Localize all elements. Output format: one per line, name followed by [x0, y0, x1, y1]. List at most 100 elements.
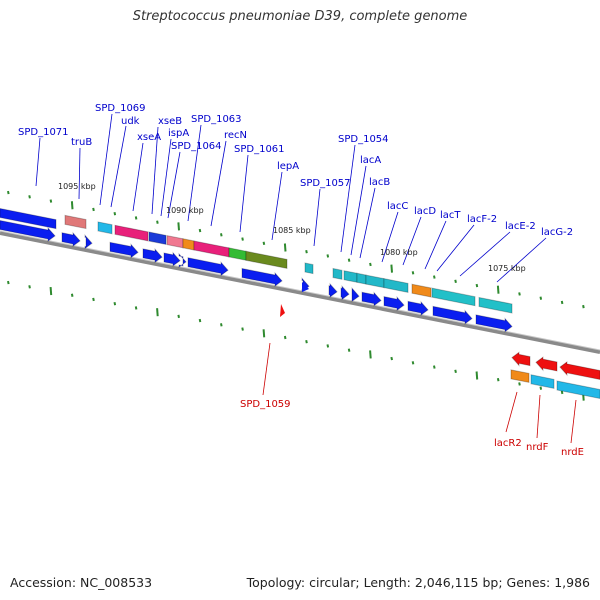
cds-forward-arrow[interactable] [109, 241, 139, 259]
cds-forward-arrow[interactable] [142, 247, 163, 264]
gene-forward-bar[interactable] [182, 238, 195, 251]
tick-mark [241, 327, 244, 331]
gene-label-spd-1059[interactable]: SPD_1059 [240, 399, 291, 410]
gene-forward-bar[interactable] [332, 267, 343, 280]
leader-line [210, 140, 227, 227]
cds-forward-arrow[interactable] [432, 305, 473, 325]
gene-forward-bar[interactable] [64, 214, 87, 230]
scale-label-1095: 1095 kbp [58, 182, 96, 191]
gene-label-lace-2[interactable]: lacE-2 [505, 221, 536, 232]
leader-line [359, 187, 376, 259]
leader-line [262, 342, 271, 396]
cds-forward-arrow[interactable] [383, 295, 405, 312]
gene-reverse-bar[interactable] [556, 380, 600, 399]
gene-label-lact[interactable]: lacT [440, 210, 461, 221]
spd-1059-marker[interactable] [280, 304, 285, 317]
gene-forward-bar[interactable] [411, 283, 432, 298]
tick-mark [454, 369, 457, 373]
cds-forward-arrow[interactable] [407, 300, 429, 316]
gene-label-nrde[interactable]: nrdE [561, 447, 584, 458]
tick-mark [347, 348, 351, 352]
gene-label-lacf-2[interactable]: lacF-2 [467, 214, 497, 225]
cds-forward-arrow[interactable] [178, 252, 187, 268]
cds-reverse-arrow[interactable] [511, 351, 531, 367]
tick-mark [156, 308, 159, 317]
cds-reverse-arrow[interactable] [535, 356, 558, 372]
gene-forward-bar[interactable] [166, 235, 184, 249]
gene-reverse-bar[interactable] [510, 369, 530, 384]
gene-label-lacb[interactable]: lacB [369, 177, 390, 188]
gene-forward-bar[interactable] [114, 224, 149, 242]
cds-forward-arrow[interactable] [61, 231, 81, 247]
gene-forward-bar[interactable] [343, 270, 358, 283]
gene-forward-bar[interactable] [365, 274, 385, 289]
gene-forward-bar[interactable] [245, 250, 288, 270]
tick-mark [411, 361, 415, 365]
gene-label-lepa[interactable]: lepA [277, 161, 299, 172]
leader-line [505, 391, 518, 433]
cds-forward-arrow[interactable] [84, 234, 93, 250]
gene-label-lacr2[interactable]: lacR2 [494, 438, 522, 449]
gene-label-recn[interactable]: recN [224, 130, 247, 141]
tick-mark [113, 302, 117, 306]
gene-label-spd-1071[interactable]: SPD_1071 [18, 127, 69, 138]
gene-label-spd-1064[interactable]: SPD_1064 [171, 141, 222, 152]
cds-forward-arrow[interactable] [241, 267, 283, 288]
gene-forward-bar[interactable] [193, 240, 230, 258]
gene-label-spd-1061[interactable]: SPD_1061 [234, 144, 285, 155]
tick-mark [134, 216, 138, 220]
gene-forward-bar[interactable] [148, 231, 167, 246]
gene-label-spd-1069[interactable]: SPD_1069 [95, 103, 146, 114]
gene-label-xsea[interactable]: xseA [137, 132, 161, 143]
gene-label-udk[interactable]: udk [121, 116, 140, 127]
leader-line [187, 124, 202, 222]
gene-forward-bar[interactable] [478, 296, 513, 314]
tick-mark [177, 222, 180, 231]
cds-forward-arrow[interactable] [0, 219, 56, 243]
tick-mark [177, 314, 180, 319]
gene-label-lacd[interactable]: lacD [414, 206, 436, 217]
tick-mark [283, 335, 287, 340]
cds-forward-arrow[interactable] [0, 207, 57, 230]
gene-label-nrdf[interactable]: nrdF [526, 442, 549, 453]
gene-label-spd-1057[interactable]: SPD_1057 [300, 178, 351, 189]
tick-mark [539, 296, 543, 300]
gene-label-lacg-2[interactable]: lacG-2 [541, 227, 573, 238]
gene-label-ispa[interactable]: ispA [168, 128, 189, 139]
cds-forward-arrow[interactable] [475, 314, 513, 333]
tick-mark [496, 285, 500, 294]
gene-forward-bar[interactable] [383, 278, 409, 294]
gene-label-laca[interactable]: lacA [360, 155, 381, 166]
gene-label-lacc[interactable]: lacC [387, 201, 408, 212]
gene-label-xseb[interactable]: xseB [158, 116, 182, 127]
gene-label-spd-1054[interactable]: SPD_1054 [338, 134, 389, 145]
gene-label-spd-1063[interactable]: SPD_1063 [191, 114, 242, 125]
leader-line [350, 165, 367, 256]
cds-forward-arrow[interactable] [187, 257, 229, 277]
gene-forward-bar[interactable] [304, 262, 314, 275]
cds-forward-arrow[interactable] [340, 285, 350, 301]
scale-label-1090: 1090 kbp [166, 206, 204, 215]
gene-forward-bar[interactable] [431, 287, 476, 307]
tick-mark [198, 228, 202, 233]
gene-label-trub[interactable]: truB [71, 137, 92, 148]
gene-forward-bar[interactable] [356, 272, 367, 285]
cds-forward-arrow[interactable] [351, 286, 360, 303]
label-leaders [35, 113, 577, 444]
cds-forward-arrow[interactable] [302, 282, 309, 292]
gene-forward-bar[interactable] [97, 221, 113, 235]
cds-forward-arrow[interactable] [163, 251, 181, 267]
cds-forward-arrow[interactable] [328, 282, 338, 298]
leader-line [35, 137, 41, 187]
tick-mark [92, 297, 95, 302]
cds-forward-arrow[interactable] [361, 291, 382, 307]
cds-reverse-arrow[interactable] [559, 360, 600, 380]
gene-forward-bar[interactable] [228, 247, 247, 261]
gene-reverse-bar[interactable] [530, 374, 555, 389]
leader-line [459, 231, 511, 277]
tick-mark [475, 283, 479, 288]
genome-summary-text: Topology: circular; Length: 2,046,115 bp… [246, 575, 590, 590]
leader-line [99, 113, 113, 206]
tick-mark [305, 250, 308, 254]
